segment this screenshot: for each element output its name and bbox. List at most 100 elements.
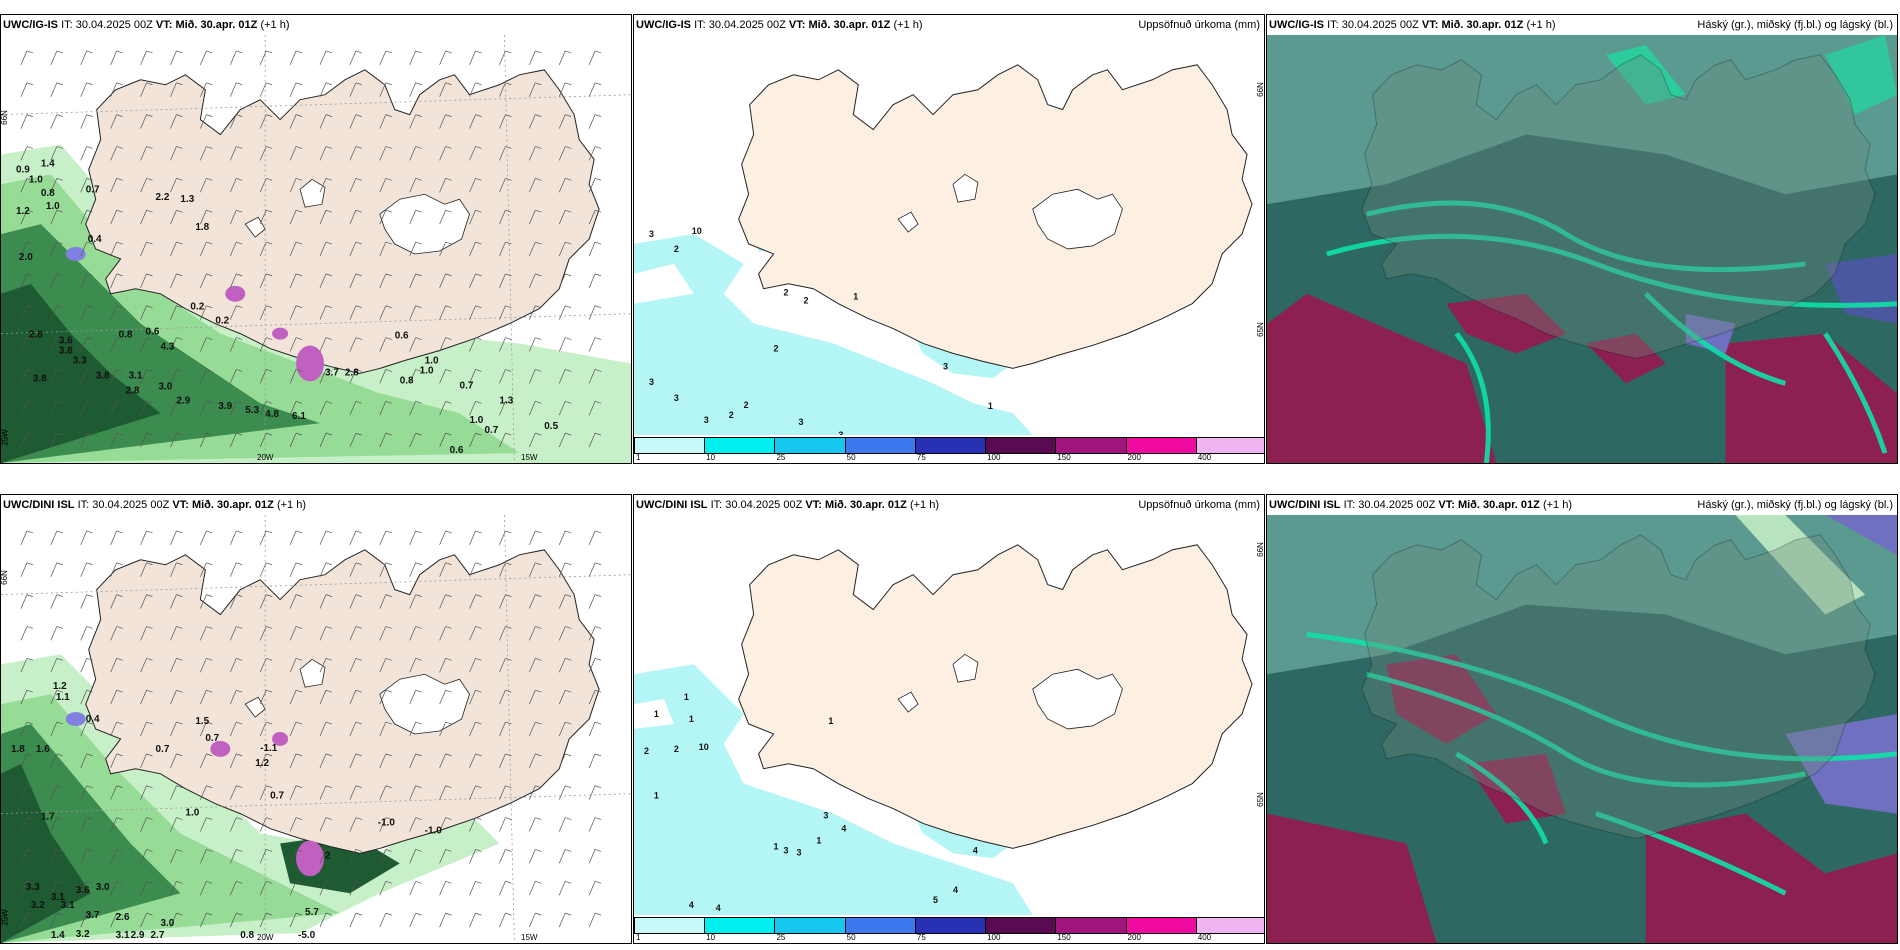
wind-barb <box>499 146 506 161</box>
wind-barb-flag <box>295 50 303 54</box>
wind-barb-flag <box>595 369 602 372</box>
wind-barb <box>229 114 237 129</box>
wind-barb-flag <box>475 432 482 436</box>
wind-barb <box>170 721 177 737</box>
wind-barb-flag <box>295 82 303 86</box>
wind-barb-flag <box>86 177 93 181</box>
wind-barb <box>110 146 117 161</box>
wind-barb <box>588 562 596 577</box>
wind-barb-flag <box>535 305 542 309</box>
wind-barb-flag <box>236 753 243 757</box>
precip-value-label: 1.8 <box>11 744 25 755</box>
wind-barb-flag <box>325 594 333 597</box>
wind-barb-flag <box>146 753 153 757</box>
wind-barb-flag <box>505 177 512 181</box>
wind-barb-flag <box>325 849 333 852</box>
wind-barb <box>349 817 357 832</box>
wind-barb-flag <box>325 82 333 86</box>
wind-barb <box>439 369 446 384</box>
wind-barb-flag <box>176 50 183 54</box>
wind-barb <box>469 305 476 320</box>
wind-barb <box>229 849 237 864</box>
panel-igis-clouds: UWC/IG-IS IT: 30.04.2025 00Z VT: Mið. 30… <box>1266 14 1898 464</box>
panel-header: UWC/DINI ISL IT: 30.04.2025 00Z VT: Mið.… <box>1267 495 1897 515</box>
wind-barb <box>50 594 58 609</box>
wind-barb-flag <box>86 657 93 661</box>
panel-dini-accum-precip: UWC/DINI ISL IT: 30.04.2025 00Z VT: Mið.… <box>633 494 1265 944</box>
wind-barb-flag <box>116 146 123 149</box>
wind-barb <box>20 753 28 768</box>
wind-barb <box>529 305 536 320</box>
wind-barb <box>140 401 147 416</box>
wind-barb <box>409 530 417 545</box>
colorbar-label: 100 <box>987 453 1001 462</box>
wind-barb <box>499 913 506 928</box>
wind-barb-flag <box>505 817 512 820</box>
valid-time: Mið. 30.apr. 01Z <box>1441 19 1524 31</box>
wind-barb <box>229 146 237 161</box>
wind-barb <box>499 433 506 448</box>
precip-value-label: -5.0 <box>298 930 316 941</box>
wind-barb-flag <box>325 146 333 149</box>
wind-barb-flag <box>116 369 123 372</box>
wind-barb-flag <box>415 146 422 149</box>
wind-barb-flag <box>116 432 123 436</box>
wind-barb <box>469 594 476 609</box>
wind-barb <box>229 721 237 737</box>
wind-barb <box>469 562 476 577</box>
precip-value-label: 0.8 <box>400 375 414 386</box>
wind-barb-flag <box>56 82 63 86</box>
wind-barb-flag <box>26 785 34 789</box>
wind-barb <box>170 530 177 545</box>
wind-barb <box>379 721 387 737</box>
wind-barb <box>20 273 28 288</box>
wind-barb <box>469 785 476 800</box>
wind-barb <box>140 273 147 288</box>
wind-barb-flag <box>325 562 333 566</box>
vt-label: VT: <box>1438 499 1455 511</box>
wind-barb <box>289 626 297 641</box>
wind-barb-flag <box>565 209 572 213</box>
wind-barb-flag <box>325 114 333 117</box>
wind-barb <box>20 401 28 416</box>
wind-barb-flag <box>266 689 273 693</box>
wind-barb-flag <box>56 337 63 340</box>
wind-barb-flag <box>86 594 93 597</box>
wind-barb-flag <box>206 657 213 661</box>
wind-barb <box>588 210 596 225</box>
wind-barb-flag <box>355 785 362 789</box>
wind-barb <box>170 562 177 577</box>
wind-barb <box>80 594 88 609</box>
wind-barb <box>499 337 506 352</box>
wind-barb <box>140 849 147 864</box>
wind-barb <box>170 785 177 800</box>
wind-barb <box>200 178 207 193</box>
wind-barb <box>529 753 536 768</box>
colorbar-swatch <box>1125 917 1197 934</box>
wind-barb <box>409 241 417 257</box>
wind-barb-flag <box>475 177 482 181</box>
wind-barb-flag <box>266 273 273 277</box>
wind-barb <box>80 753 88 768</box>
wind-barb-flag <box>56 305 63 309</box>
wind-barb <box>170 433 177 448</box>
wind-barb-flag <box>355 177 362 181</box>
wind-barb-flag <box>86 785 93 789</box>
wind-barb-flag <box>415 305 422 309</box>
wind-barb-flag <box>355 273 362 277</box>
wind-barb <box>229 753 237 768</box>
wind-barb <box>50 369 58 384</box>
wind-barb <box>439 658 446 673</box>
wind-barb <box>110 210 117 225</box>
wind-barb-flag <box>295 562 303 566</box>
wind-barb-flag <box>206 82 213 86</box>
wind-barb <box>200 817 207 832</box>
wind-barb-flag <box>26 753 34 757</box>
wind-barb-flag <box>415 657 422 661</box>
wind-barb <box>80 50 88 65</box>
wind-barb-flag <box>505 432 512 436</box>
colorbar-label: 10 <box>706 933 716 942</box>
wind-barb-flag <box>415 273 422 277</box>
it-label: IT: <box>694 19 706 31</box>
wind-barb <box>529 881 536 896</box>
